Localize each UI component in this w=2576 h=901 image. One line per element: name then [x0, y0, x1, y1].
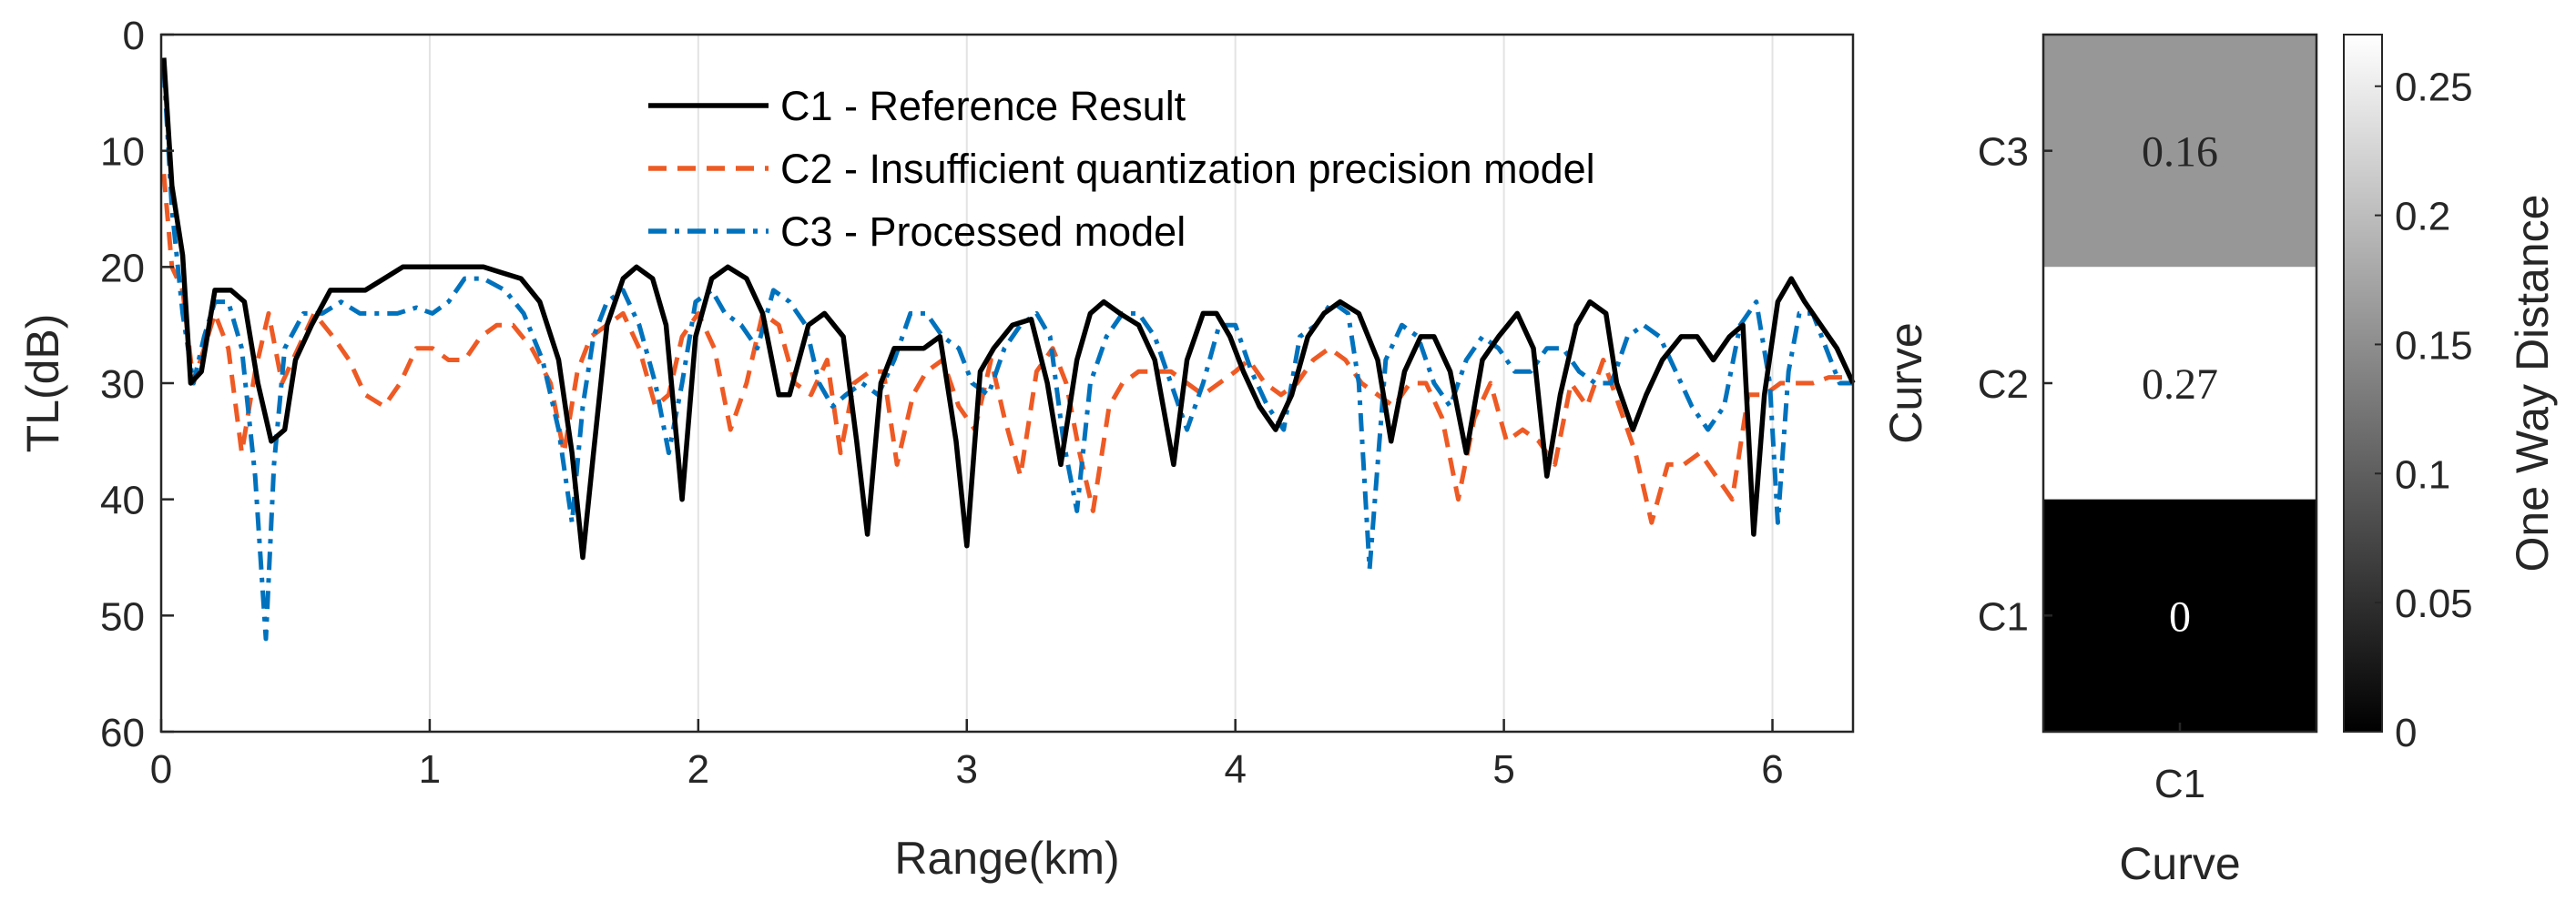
legend-label-3: C3 - Processed model: [780, 208, 1186, 255]
y-tick-label: 60: [100, 711, 145, 755]
y-tick-label: 10: [100, 130, 145, 175]
heatmap-cell-c1: [2043, 499, 2316, 732]
x-tick-label: 6: [1761, 747, 1783, 792]
heatmap-cell-value: 0: [2169, 592, 2191, 641]
vertical-grid: [428, 35, 1774, 732]
heatmap-y-tick-label: C1: [1978, 594, 2029, 639]
series-line-3: [161, 69, 1853, 642]
y-axis-label: TL(dB): [17, 314, 68, 453]
y-tick-label: 30: [100, 362, 145, 407]
x-tick-label: 4: [1224, 747, 1246, 792]
y-tick-label: 40: [100, 479, 145, 523]
y-axis-ticks: 0 10 20 30 40 50 60: [100, 14, 174, 755]
x-tick-label: 0: [150, 747, 172, 792]
heatmap-x-ticks: C1: [2154, 723, 2205, 806]
legend: C1 - Reference Result C2 - Insufficient q…: [648, 83, 1595, 255]
heatmap-cell-c2: [2043, 267, 2316, 500]
heatmap-cell-c3: [2043, 35, 2316, 268]
heatmap-y-ticks: C3 C2 C1: [1978, 130, 2052, 639]
x-tick-label: 3: [956, 747, 978, 792]
x-tick-label: 5: [1492, 747, 1514, 792]
series-line-2: [161, 173, 1846, 525]
legend-label-2: C2 - Insufficient quantization precision…: [780, 146, 1595, 192]
colorbar-tick-label: 0.1: [2395, 452, 2450, 497]
y-tick-label: 50: [100, 594, 145, 639]
heatmap-cell-value: 0.27: [2142, 360, 2218, 409]
y-tick-label: 0: [123, 14, 145, 58]
x-axis-label: Range(km): [894, 833, 1119, 884]
heatmap-x-tick-label: C1: [2154, 762, 2205, 806]
line-chart: 0 1 2 3 4 5 6 0 10 20 30 40 50 60 Range(km) TL(dB) C…: [17, 14, 1856, 884]
x-axis-ticks: 0 1 2 3 4 5 6: [150, 719, 1784, 792]
heatmap-y-axis-label: Curve: [1880, 322, 1931, 443]
colorbar-tick-label: 0.15: [2395, 323, 2473, 368]
legend-label-1: C1 - Reference Result: [780, 83, 1186, 129]
colorbar-ticks: 0 0.05 0.1 0.15 0.2 0.25: [2375, 66, 2473, 755]
heatmap-x-axis-label: Curve: [2119, 838, 2240, 889]
colorbar-label: One Way Distance: [2507, 195, 2558, 572]
colorbar: [2343, 34, 2383, 733]
colorbar-tick-label: 0.25: [2395, 66, 2473, 110]
colorbar-tick-label: 0.2: [2395, 195, 2450, 239]
x-tick-label: 2: [687, 747, 709, 792]
heatmap-cell-value: 0.16: [2142, 128, 2218, 177]
colorbar-tick-label: 0: [2395, 711, 2417, 755]
line-plot-area: [161, 35, 1853, 732]
series-layer: [161, 57, 1856, 642]
x-tick-label: 1: [419, 747, 441, 792]
heatmap-y-tick-label: C3: [1978, 130, 2029, 175]
heatmap-y-tick-label: C2: [1978, 362, 2029, 407]
heatmap-cells: 0.16 0.27 0: [2043, 35, 2316, 732]
heatmap-chart: 0.16 0.27 0 C3 C2 C1 C1 Curve Curve 0 0.05 0.1…: [1880, 33, 2558, 889]
series-line-1: [161, 57, 1856, 561]
y-tick-label: 20: [100, 246, 145, 290]
colorbar-tick-label: 0.05: [2395, 582, 2473, 626]
